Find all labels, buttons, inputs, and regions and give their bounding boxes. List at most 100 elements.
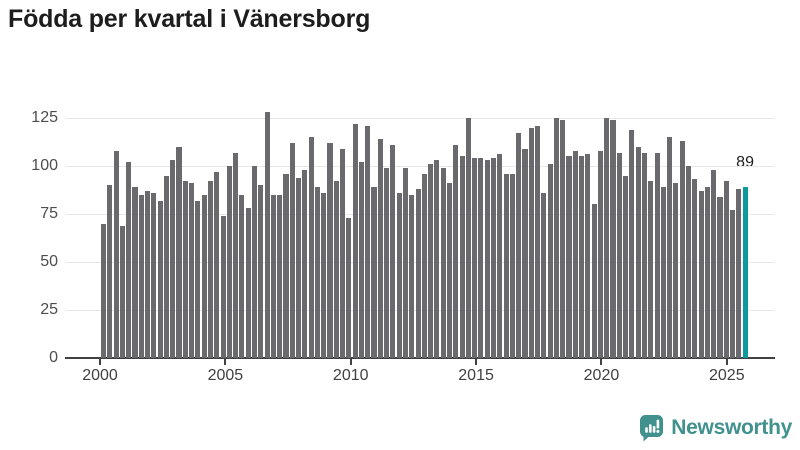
bar: [289, 142, 295, 358]
bar: [566, 156, 572, 358]
bar: [396, 192, 402, 358]
bar: [704, 187, 710, 358]
bar: [295, 177, 302, 358]
bar: [270, 194, 276, 358]
bar: [723, 181, 729, 358]
x-axis-tick: [725, 359, 728, 365]
bar: [214, 171, 220, 358]
bar: [497, 154, 503, 358]
y-tick-label: 50: [40, 253, 58, 270]
x-axis-tick: [224, 359, 227, 365]
bar: [503, 173, 509, 358]
bar: [616, 152, 622, 358]
bar: [698, 190, 704, 358]
bar: [163, 175, 169, 358]
bar: [629, 129, 635, 358]
bar: [641, 152, 648, 358]
bar: [673, 183, 679, 358]
newsworthy-icon: [639, 414, 665, 442]
bar: [371, 187, 377, 358]
bar: [434, 160, 440, 358]
bar: [560, 119, 566, 358]
bar: [409, 194, 415, 358]
bar: [516, 133, 522, 358]
newsworthy-text: Newsworthy: [671, 416, 792, 439]
bar: [553, 118, 559, 358]
bar: [302, 169, 308, 358]
bar: [478, 158, 484, 358]
bar: [176, 146, 182, 358]
bar: [170, 160, 176, 358]
x-tick-label: 2005: [207, 367, 244, 384]
bar: [245, 208, 251, 358]
bar: [207, 181, 214, 358]
bar: [101, 223, 107, 358]
x-tick-label: 2015: [458, 367, 494, 384]
bar: [390, 144, 396, 358]
gridline: [65, 117, 775, 119]
bar: [201, 194, 207, 358]
bar: [484, 160, 490, 358]
bar: [648, 181, 654, 358]
bar: [509, 173, 515, 358]
x-tick-label: 2000: [82, 367, 118, 384]
bar: [453, 144, 459, 358]
bar: [547, 164, 553, 358]
bar: [490, 158, 497, 358]
bar: [189, 183, 195, 358]
y-tick-label: 75: [40, 205, 58, 222]
bar: [151, 192, 157, 358]
bar: [717, 196, 723, 358]
bar: [258, 185, 264, 358]
page-title: Födda per kvartal i Vänersborg: [8, 5, 371, 33]
bar: [465, 118, 471, 358]
newsworthy-logo[interactable]: Newsworthy: [639, 414, 792, 442]
bar: [591, 204, 597, 358]
bar: [528, 127, 534, 358]
bar: [736, 189, 742, 358]
bar: [308, 137, 314, 358]
bar: [415, 189, 421, 358]
y-tick-label: 100: [31, 157, 58, 174]
bar: [138, 194, 144, 358]
bar: [119, 225, 125, 358]
bar: [610, 119, 616, 358]
bar: [421, 173, 427, 358]
bar: [384, 167, 390, 358]
bar-value-label: 89: [736, 154, 754, 171]
bar: [113, 150, 119, 358]
x-tick-label: 2025: [709, 367, 745, 384]
bar: [346, 217, 352, 358]
bar: [340, 148, 346, 358]
bar: [535, 125, 541, 358]
bar: [132, 187, 138, 358]
y-tick-label: 25: [40, 301, 58, 318]
bar: [264, 112, 270, 358]
bar: [446, 183, 453, 358]
bar: [440, 167, 446, 358]
bar: [654, 152, 660, 358]
bar: [358, 162, 364, 358]
bar: [459, 156, 465, 358]
bar: [692, 179, 698, 358]
bar: [541, 192, 547, 358]
bar: [730, 210, 736, 358]
bar: [402, 167, 408, 358]
highlighted-bar: [742, 187, 748, 358]
bar: [277, 194, 283, 358]
bar: [579, 156, 585, 358]
bar: [679, 141, 685, 358]
bar: [327, 142, 333, 358]
bar: [377, 139, 383, 358]
x-tick-label: 2020: [583, 367, 620, 384]
bar: [597, 150, 603, 358]
bar: [623, 175, 629, 358]
x-axis-tick: [99, 359, 101, 365]
bar: [522, 148, 528, 358]
bar: [333, 181, 339, 358]
bar: [182, 181, 188, 358]
bar: [604, 118, 610, 358]
gridline: [65, 165, 775, 167]
